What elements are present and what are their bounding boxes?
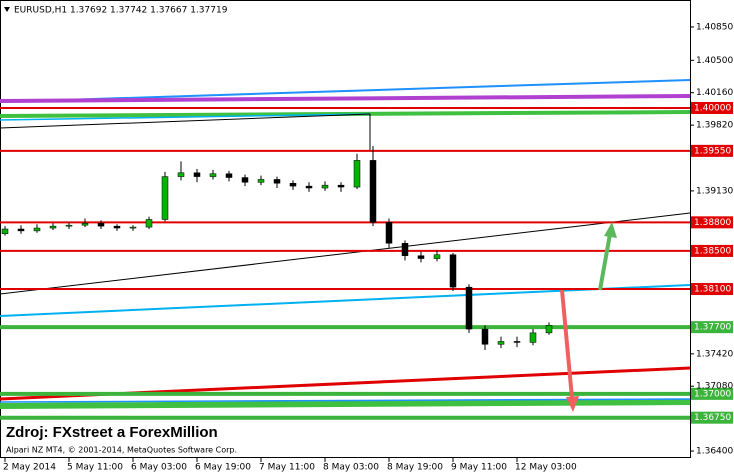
candle-body bbox=[209, 173, 217, 177]
trend-line bbox=[0, 399, 691, 409]
candle-body bbox=[321, 184, 329, 189]
x-tick-label: 8 May 03:00 bbox=[323, 463, 379, 473]
candle-body bbox=[33, 227, 41, 232]
level-label: 1.36750 bbox=[694, 413, 731, 423]
candle-body bbox=[49, 225, 57, 229]
arrow-up bbox=[598, 233, 612, 291]
y-tick-label: 1.40500 bbox=[696, 56, 733, 66]
candle-body bbox=[369, 160, 377, 223]
candle-body bbox=[145, 219, 153, 228]
chart-title: EURUSD,H1 1.37692 1.37742 1.37667 1.3771… bbox=[14, 6, 228, 16]
candle-body bbox=[497, 341, 505, 345]
candle-body bbox=[433, 254, 441, 259]
level-box bbox=[691, 101, 733, 114]
candle-body bbox=[177, 172, 185, 177]
candle-body bbox=[289, 183, 297, 187]
trend-line bbox=[0, 113, 371, 121]
candle-body bbox=[465, 286, 473, 330]
level-box bbox=[691, 244, 733, 257]
x-tick-label: 5 May 11:00 bbox=[67, 463, 123, 473]
level-box bbox=[691, 216, 733, 229]
trend-line bbox=[0, 284, 691, 317]
candle-body bbox=[81, 223, 89, 226]
menu-triangle bbox=[4, 7, 10, 12]
y-tick-label: 1.37420 bbox=[696, 349, 733, 359]
level-label: 1.38800 bbox=[694, 218, 731, 228]
x-tick-label: 7 May 11:00 bbox=[259, 463, 315, 473]
level-label: 1.39550 bbox=[694, 146, 731, 156]
y-tick-label: 1.40160 bbox=[696, 88, 733, 98]
x-tick-label: 6 May 03:00 bbox=[131, 463, 187, 473]
arrow-down bbox=[560, 289, 574, 399]
level-box bbox=[691, 144, 733, 157]
level-label: 1.40000 bbox=[694, 103, 731, 113]
levels: 1.40000 1.39550 1.38800 1.38500 1.38100 1.377… bbox=[0, 101, 733, 424]
candle-body bbox=[257, 179, 265, 183]
candle-body bbox=[353, 160, 361, 188]
candle-body bbox=[385, 222, 393, 244]
footer: Alpari NZ MT4, © 2001-2014, MetaQuotes S… bbox=[6, 446, 237, 455]
level-box bbox=[691, 283, 733, 296]
x-tick-label: 2 May 2014 bbox=[3, 463, 56, 473]
trend-line bbox=[0, 212, 691, 295]
y-tick-label: 1.40850 bbox=[696, 22, 733, 32]
candle-body bbox=[65, 224, 73, 227]
x-tick-label: 9 May 11:00 bbox=[451, 463, 507, 473]
candle-body bbox=[273, 179, 281, 184]
candle-body bbox=[113, 225, 121, 229]
y-tick-label: 1.39820 bbox=[696, 121, 733, 131]
candle-body bbox=[305, 185, 313, 189]
level-label: 1.38500 bbox=[694, 246, 731, 256]
candle-body bbox=[417, 255, 425, 259]
candle-body bbox=[449, 254, 457, 288]
y-tick-label: 1.36400 bbox=[696, 447, 733, 457]
candle-body bbox=[545, 325, 553, 334]
candle-body bbox=[481, 328, 489, 345]
candle-body bbox=[401, 243, 409, 256]
candles bbox=[1, 146, 553, 351]
level-label: 1.37000 bbox=[694, 389, 731, 399]
candle-body bbox=[161, 176, 169, 220]
candle-body bbox=[17, 228, 25, 232]
plot-frame bbox=[0, 0, 691, 458]
candle-body bbox=[97, 223, 105, 227]
level-box bbox=[691, 321, 733, 334]
x-tick-label: 12 May 03:00 bbox=[515, 463, 577, 473]
x-tick-label: 6 May 19:00 bbox=[195, 463, 251, 473]
level-label: 1.38100 bbox=[694, 285, 731, 295]
y-tick-label: 1.37080 bbox=[696, 382, 733, 392]
candle-body bbox=[193, 172, 201, 177]
x-tick-label: 8 May 19:00 bbox=[387, 463, 443, 473]
candle-body bbox=[1, 228, 9, 235]
level-box bbox=[691, 411, 733, 424]
candle-body bbox=[529, 332, 537, 343]
arrows bbox=[560, 222, 617, 412]
y-tick-label: 1.39130 bbox=[696, 186, 733, 196]
level-box bbox=[691, 387, 733, 400]
candle-body bbox=[337, 184, 345, 188]
candle-body bbox=[129, 226, 137, 229]
arrow-head bbox=[566, 396, 579, 412]
source: Zdroj: FXstreet a ForexMillion bbox=[6, 424, 218, 441]
trend-line bbox=[0, 113, 371, 129]
arrow-head bbox=[604, 222, 617, 238]
level-label: 1.37700 bbox=[694, 323, 731, 333]
candle-body bbox=[241, 177, 249, 183]
candle-body bbox=[225, 173, 233, 178]
trend-line bbox=[0, 94, 691, 103]
candle-body bbox=[513, 341, 521, 343]
